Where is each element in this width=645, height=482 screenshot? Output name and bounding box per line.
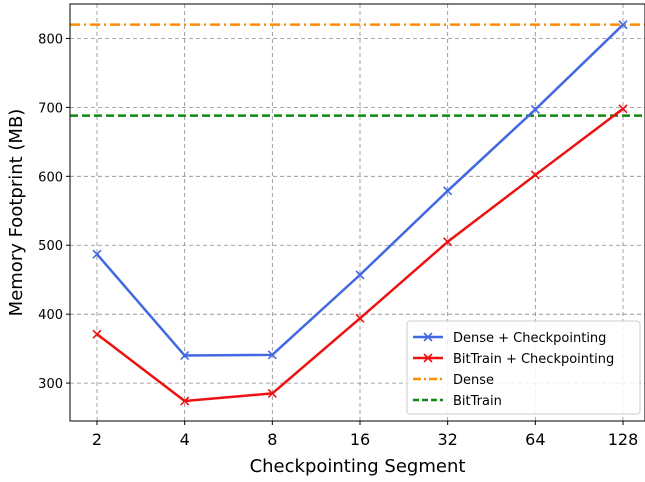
y-tick-label: 800 [38,32,63,47]
data-point-dense-checkpointing [267,350,277,360]
x-tick-label: 32 [437,430,457,449]
legend: Dense + Checkpointing BitTrain + Checkpoi… [406,320,641,415]
data-point-bittrain-checkpointing [443,237,453,247]
legend-label: Dense [453,373,494,388]
y-tick-label: 600 [38,170,63,185]
data-point-dense-checkpointing [180,350,190,361]
y-tick-label: 400 [38,308,63,323]
legend-label: BitTrain + Checkpointing [453,352,614,367]
x-tick-label: 2 [92,430,102,449]
legend-marker [423,332,433,342]
series-group [92,20,628,406]
data-point-bittrain-checkpointing [180,396,190,406]
legend-box [406,320,641,415]
data-point-dense-checkpointing [618,20,628,30]
reference-lines [70,23,645,117]
legend-marker [423,353,433,363]
data-point-dense-checkpointing [530,104,540,115]
data-point-dense-checkpointing [355,270,365,280]
x-tick-label: 128 [608,430,639,449]
data-point-bittrain-checkpointing [618,104,628,114]
grid [70,4,645,421]
y-axis-ticks: 300 400 500 600 700 800 [38,32,70,392]
data-point-dense-checkpointing [443,186,453,196]
y-axis-label: Memory Footprint (MB) [6,109,27,317]
data-point-dense-checkpointing [92,249,102,259]
y-tick-label: 700 [38,101,63,116]
x-tick-label: 4 [180,430,190,449]
legend-label: Dense + Checkpointing [453,331,606,346]
x-tick-label: 8 [267,430,277,449]
y-tick-label: 300 [38,377,63,392]
x-tick-label: 64 [525,430,545,449]
data-point-bittrain-checkpointing [267,388,277,398]
legend-label: BitTrain [453,394,502,409]
y-tick-label: 500 [38,239,63,254]
data-point-bittrain-checkpointing [92,329,102,339]
data-point-bittrain-checkpointing [530,170,540,180]
plot-frame [69,3,645,422]
x-axis-label: Checkpointing Segment [250,456,466,477]
x-tick-label: 16 [350,430,370,449]
data-point-bittrain-checkpointing [355,313,365,323]
x-axis-ticks: 2 4 8 16 32 64 128 [92,421,638,449]
